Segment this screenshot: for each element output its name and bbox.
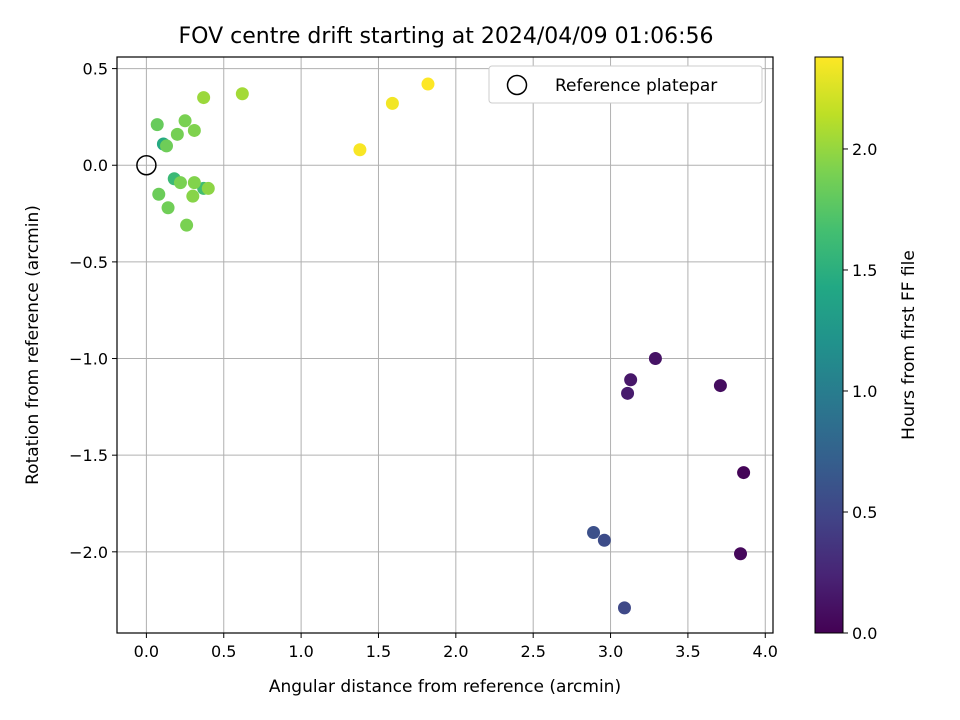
legend: Reference platepar	[488, 65, 763, 104]
data-point	[385, 96, 399, 110]
data-point	[617, 601, 631, 615]
data-point	[597, 533, 611, 547]
data-point	[187, 176, 201, 190]
colorbar-gradient	[814, 56, 844, 634]
data-point	[587, 525, 601, 539]
x-tick-label: 3.0	[598, 642, 623, 661]
data-point	[152, 187, 166, 201]
y-tick-label: 0.5	[83, 60, 108, 79]
colorbar: 0.0 0.5 1.0 1.5 2.0 Hours from first FF file	[814, 56, 919, 643]
data-point	[178, 114, 192, 128]
data-point	[150, 118, 164, 132]
data-point	[421, 77, 435, 91]
x-tick-label: 1.5	[366, 642, 391, 661]
y-axis-label: Rotation from reference (arcmin)	[23, 205, 43, 485]
y-tick-label: −2.0	[69, 543, 108, 562]
colorbar-tick-label: 1.0	[852, 382, 877, 401]
colorbar-ticks: 0.0 0.5 1.0 1.5 2.0	[843, 140, 877, 643]
chart-title: FOV centre drift starting at 2024/04/09 …	[179, 24, 714, 49]
data-point	[161, 201, 175, 215]
legend-box	[488, 65, 763, 104]
data-point	[235, 87, 249, 101]
data-point	[173, 176, 187, 190]
data-point	[170, 127, 184, 141]
data-point	[201, 181, 215, 195]
y-tick-label: −1.0	[69, 350, 108, 369]
plot-frame	[116, 56, 774, 634]
data-point	[737, 466, 751, 480]
data-point	[160, 139, 174, 153]
x-tick-label: 3.5	[675, 642, 700, 661]
data-point	[624, 373, 638, 387]
colorbar-tick-label: 0.0	[852, 624, 877, 643]
data-point	[186, 189, 200, 203]
y-tick-label: −1.5	[69, 446, 108, 465]
legend-entry-reference: Reference platepar	[555, 76, 717, 96]
colorbar-tick-label: 2.0	[852, 140, 877, 159]
x-tick-label: 1.0	[288, 642, 313, 661]
data-point	[621, 386, 635, 400]
data-points	[150, 77, 751, 615]
x-tick-label: 0.0	[134, 642, 159, 661]
data-point	[734, 547, 748, 561]
y-axis-ticks: 0.5 0.0 −0.5 −1.0 −1.5 −2.0	[69, 60, 117, 562]
data-point	[713, 379, 727, 393]
x-tick-label: 2.5	[520, 642, 545, 661]
reference-platepar-marker	[136, 154, 157, 176]
x-axis-ticks: 0.0 0.5 1.0 1.5 2.0 2.5 3.0 3.5 4.0	[134, 633, 778, 661]
x-tick-label: 0.5	[211, 642, 236, 661]
data-point	[197, 91, 211, 105]
data-point	[648, 352, 662, 366]
x-tick-label: 2.0	[443, 642, 468, 661]
y-tick-label: −0.5	[69, 253, 108, 272]
data-point	[180, 218, 194, 232]
y-tick-label: 0.0	[83, 156, 108, 175]
colorbar-tick-label: 1.5	[852, 261, 877, 280]
grid-lines	[117, 57, 773, 633]
legend-marker-icon	[506, 74, 528, 96]
data-point	[187, 123, 201, 137]
colorbar-tick-label: 0.5	[852, 503, 877, 522]
data-point	[353, 143, 367, 157]
x-axis-label: Angular distance from reference (arcmin)	[269, 677, 621, 697]
colorbar-label: Hours from first FF file	[899, 250, 919, 440]
x-tick-label: 4.0	[753, 642, 778, 661]
